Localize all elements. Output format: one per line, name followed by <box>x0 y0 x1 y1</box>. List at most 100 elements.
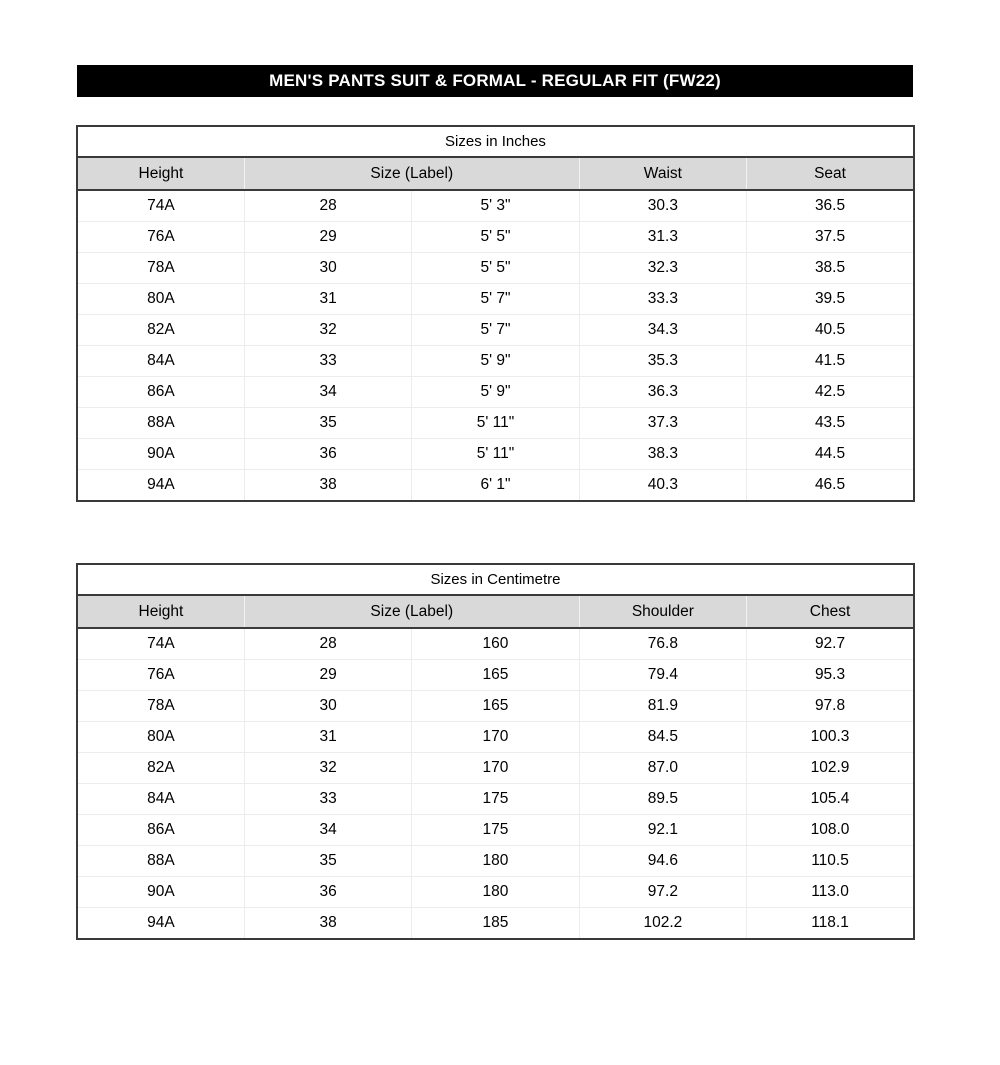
table-cell: 40.3 <box>578 469 748 501</box>
sizes-in-inches-table: Sizes in Inches Height Size (Label) Wais… <box>76 125 915 502</box>
table-cell: 82A <box>77 314 245 346</box>
table-cell: 76A <box>77 659 245 691</box>
table-cell: 5' 9" <box>411 345 580 377</box>
table-cell: 88A <box>77 845 245 877</box>
table-cell: 5' 11" <box>411 407 580 439</box>
table-cell: 43.5 <box>746 407 914 439</box>
table-cell: 160 <box>411 627 580 660</box>
table-cell: 80A <box>77 721 245 753</box>
table-cell: 78A <box>77 690 245 722</box>
table-row: 82A 32 170 87.0 102.9 <box>77 752 914 784</box>
table-row: 88A 35 5' 11" 37.3 43.5 <box>77 407 914 439</box>
table-cell: 175 <box>411 783 580 815</box>
table-cell: 95.3 <box>746 659 914 691</box>
table-cell: 86A <box>77 376 245 408</box>
table-cell: 94.6 <box>578 845 748 877</box>
table-cell: 37.3 <box>578 407 748 439</box>
page-title: MEN'S PANTS SUIT & FORMAL - REGULAR FIT … <box>77 65 913 97</box>
table-cell: 44.5 <box>746 438 914 470</box>
table-title: Sizes in Inches <box>77 126 914 157</box>
table-cell: 74A <box>77 189 245 222</box>
table-cell: 46.5 <box>746 469 914 501</box>
table-cell: 81.9 <box>578 690 748 722</box>
table-cell: 94A <box>77 907 245 939</box>
table-row: 90A 36 5' 11" 38.3 44.5 <box>77 438 914 470</box>
table-cell: 118.1 <box>746 907 914 939</box>
table-row: 84A 33 5' 9" 35.3 41.5 <box>77 345 914 377</box>
table-row: 74A 28 5' 3" 30.3 36.5 <box>77 189 914 222</box>
table-cell: 92.1 <box>578 814 748 846</box>
table-row: 80A 31 170 84.5 100.3 <box>77 721 914 753</box>
table-cell: 165 <box>411 659 580 691</box>
table-row: 78A 30 165 81.9 97.8 <box>77 690 914 722</box>
table-cell: 5' 7" <box>411 283 580 315</box>
table-row: 76A 29 165 79.4 95.3 <box>77 659 914 691</box>
table-cell: 38 <box>243 469 413 501</box>
table-row: 80A 31 5' 7" 33.3 39.5 <box>77 283 914 315</box>
table-cell: 92.7 <box>746 627 914 660</box>
table-cell: 38 <box>243 907 413 939</box>
table-cell: 31 <box>243 721 413 753</box>
table-row: 74A 28 160 76.8 92.7 <box>77 627 914 660</box>
table-cell: 42.5 <box>746 376 914 408</box>
table-cell: 88A <box>77 407 245 439</box>
column-header-chest: Chest <box>746 594 914 629</box>
table-cell: 29 <box>243 221 413 253</box>
table-cell: 170 <box>411 721 580 753</box>
table-row: 84A 33 175 89.5 105.4 <box>77 783 914 815</box>
column-header-height: Height <box>77 594 245 629</box>
table-cell: 86A <box>77 814 245 846</box>
table-cell: 28 <box>243 627 413 660</box>
table-cell: 100.3 <box>746 721 914 753</box>
table-cell: 33 <box>243 783 413 815</box>
table-cell: 32.3 <box>578 252 748 284</box>
table-cell: 84A <box>77 783 245 815</box>
table-cell: 30 <box>243 252 413 284</box>
column-header-shoulder: Shoulder <box>578 594 748 629</box>
column-header-size-label: Size (Label) <box>243 156 580 191</box>
table-cell: 5' 9" <box>411 376 580 408</box>
table-cell: 30.3 <box>578 189 748 222</box>
table-cell: 35.3 <box>578 345 748 377</box>
table-cell: 180 <box>411 845 580 877</box>
table-cell: 34.3 <box>578 314 748 346</box>
table-cell: 34 <box>243 376 413 408</box>
table-body: 74A 28 5' 3" 30.3 36.5 76A 29 5' 5" 31.3 37.5 78A 3… <box>77 189 914 501</box>
table-cell: 84A <box>77 345 245 377</box>
table-cell: 180 <box>411 876 580 908</box>
table-cell: 74A <box>77 627 245 660</box>
table-body: 74A 28 160 76.8 92.7 76A 29 165 79.4 95.3 78A 30 165… <box>77 627 914 939</box>
table-row: 76A 29 5' 5" 31.3 37.5 <box>77 221 914 253</box>
table-title-row: Sizes in Inches <box>77 126 914 157</box>
table-cell: 90A <box>77 438 245 470</box>
table-cell: 84.5 <box>578 721 748 753</box>
table-row: 82A 32 5' 7" 34.3 40.5 <box>77 314 914 346</box>
table-cell: 34 <box>243 814 413 846</box>
table-cell: 28 <box>243 189 413 222</box>
table-cell: 29 <box>243 659 413 691</box>
table-cell: 31 <box>243 283 413 315</box>
table-cell: 38.5 <box>746 252 914 284</box>
table-cell: 32 <box>243 752 413 784</box>
table-row: 90A 36 180 97.2 113.0 <box>77 876 914 908</box>
table-cell: 76A <box>77 221 245 253</box>
table-row: 88A 35 180 94.6 110.5 <box>77 845 914 877</box>
column-header-seat: Seat <box>746 156 914 191</box>
table-cell: 36.5 <box>746 189 914 222</box>
table-cell: 38.3 <box>578 438 748 470</box>
table-cell: 87.0 <box>578 752 748 784</box>
table-cell: 110.5 <box>746 845 914 877</box>
table-header-row: Height Size (Label) Waist Seat <box>77 156 914 191</box>
table-cell: 36 <box>243 876 413 908</box>
sizes-in-centimetre-table: Sizes in Centimetre Height Size (Label) … <box>76 563 915 940</box>
table-row: 94A 38 6' 1" 40.3 46.5 <box>77 469 914 501</box>
table-cell: 40.5 <box>746 314 914 346</box>
table-header-row: Height Size (Label) Shoulder Chest <box>77 594 914 629</box>
table-cell: 36.3 <box>578 376 748 408</box>
table-cell: 5' 5" <box>411 252 580 284</box>
table-cell: 78A <box>77 252 245 284</box>
table-cell: 5' 3" <box>411 189 580 222</box>
table-cell: 33 <box>243 345 413 377</box>
table-cell: 36 <box>243 438 413 470</box>
table-row: 86A 34 175 92.1 108.0 <box>77 814 914 846</box>
